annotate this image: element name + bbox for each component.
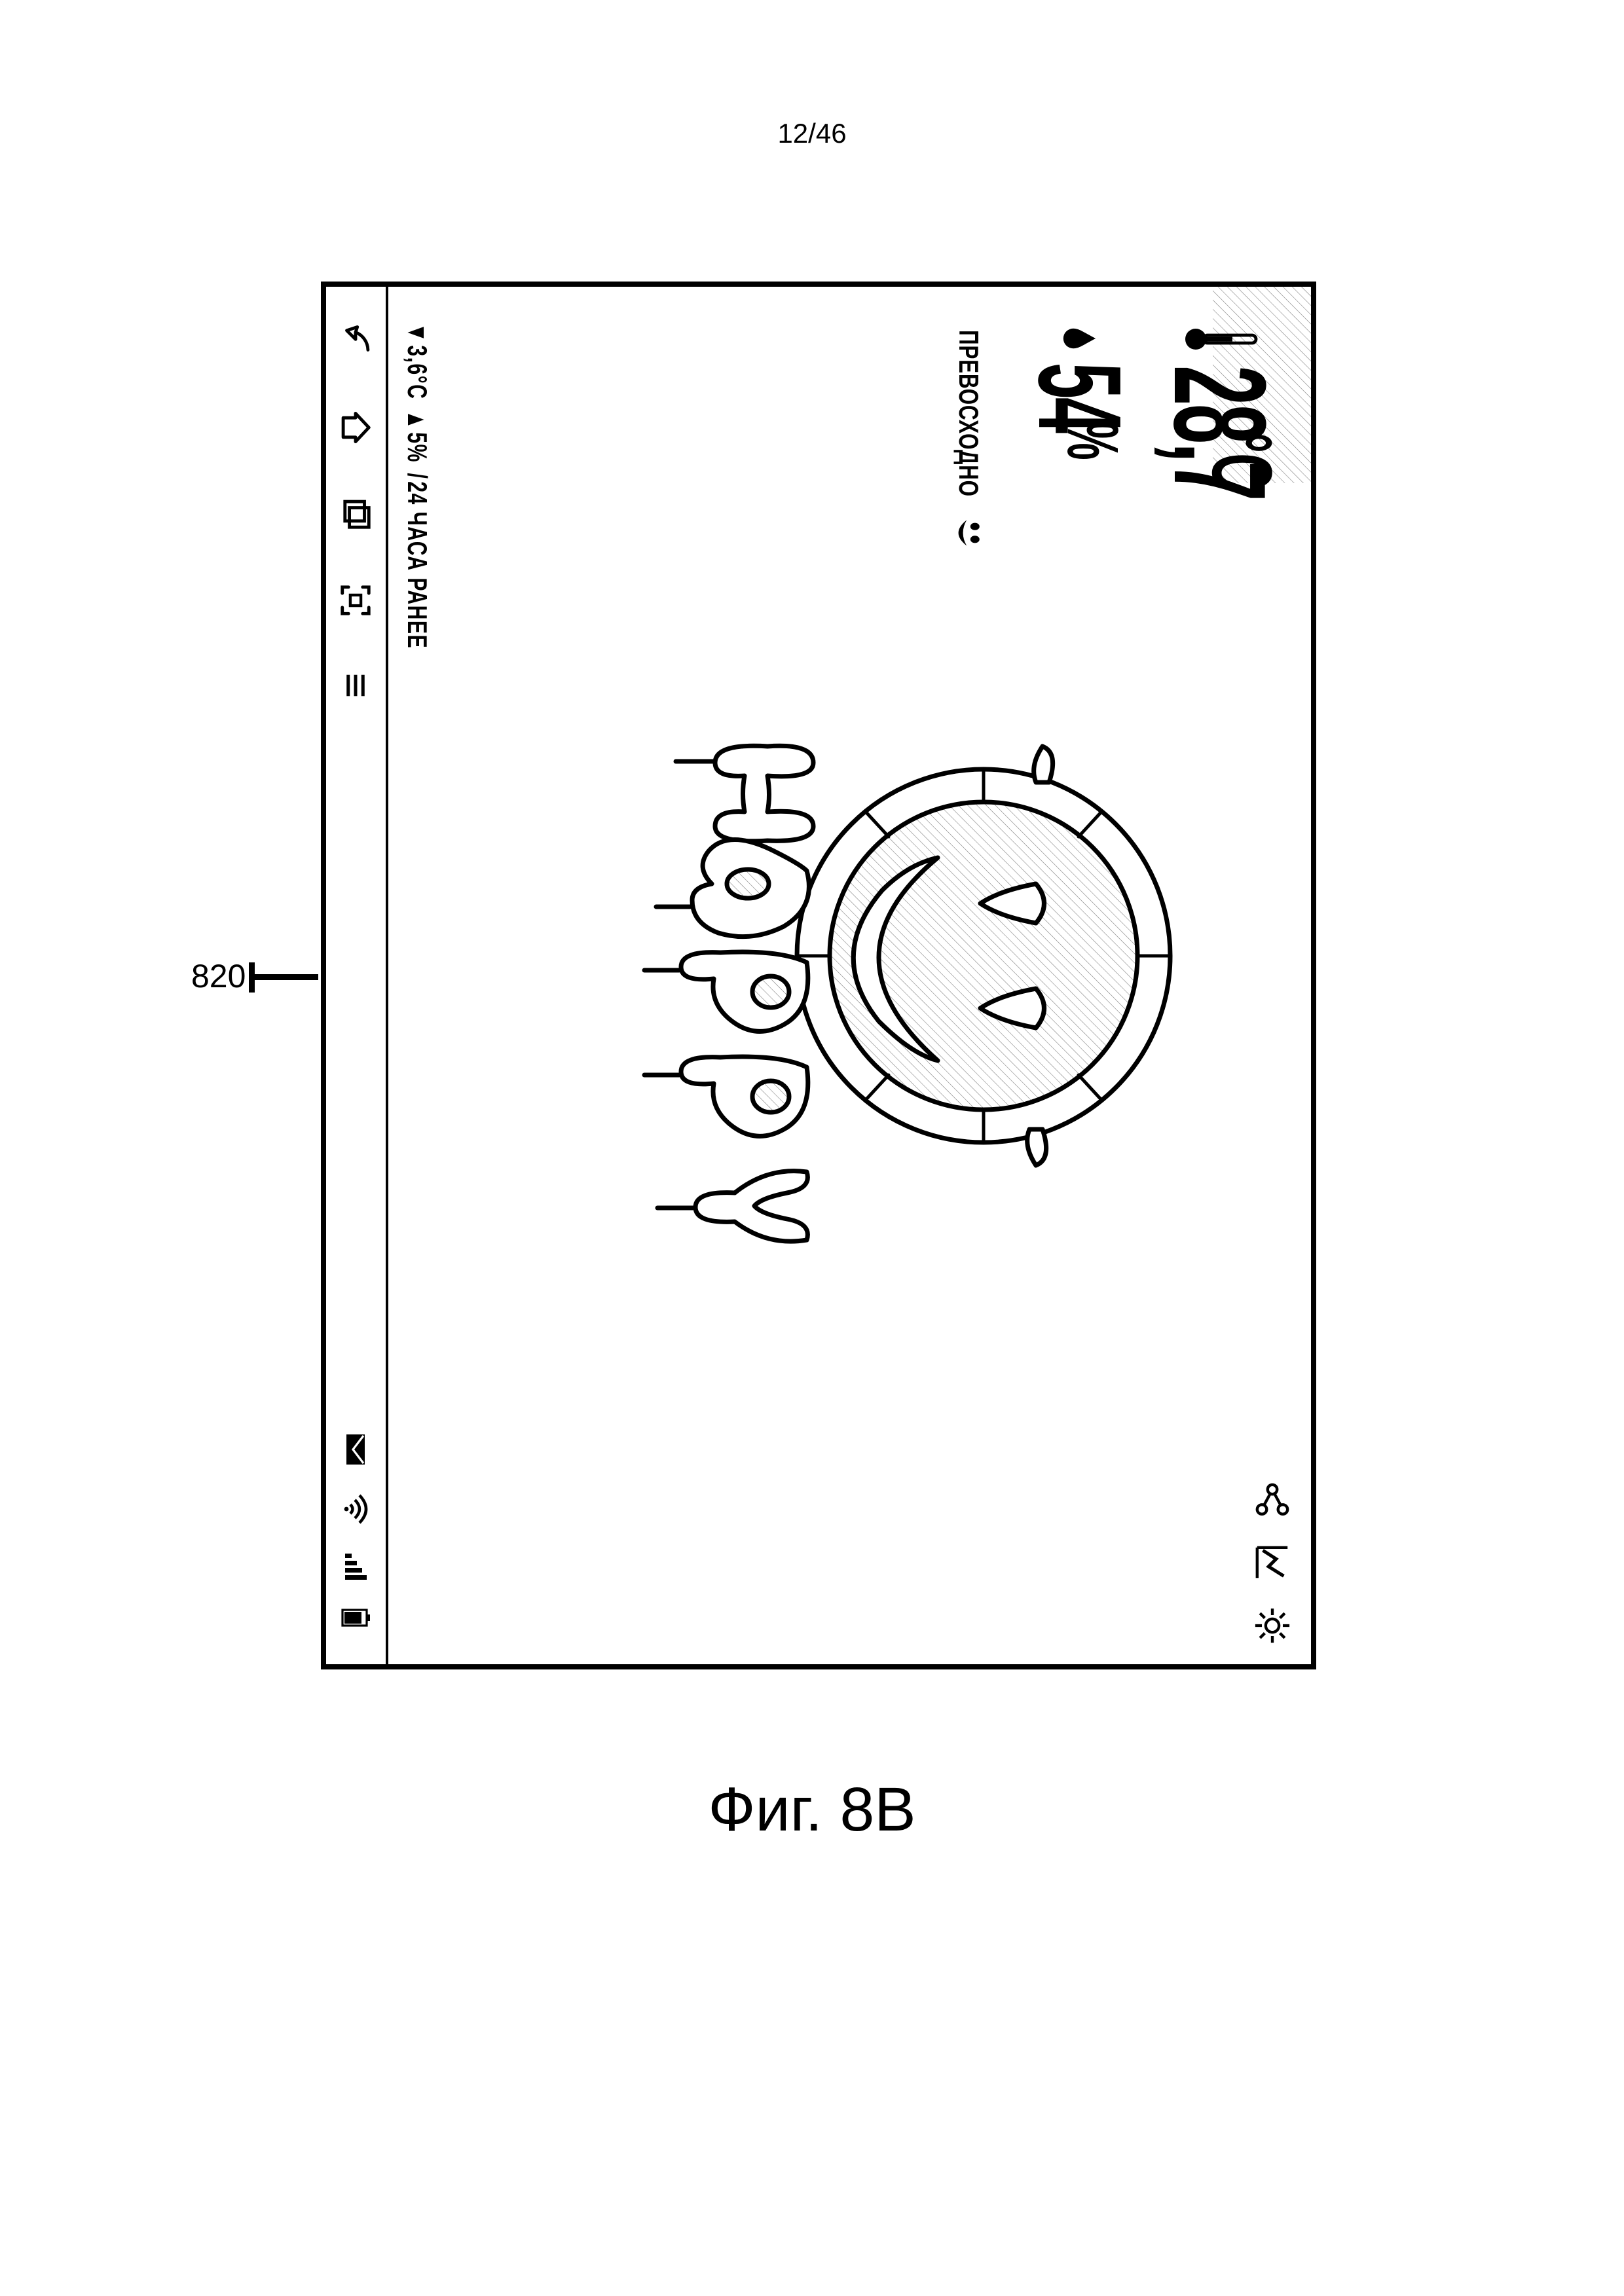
battery-icon (342, 1608, 371, 1628)
status-row: ПРЕВОСХОДНО (950, 330, 987, 551)
humidity-delta: 5% (401, 432, 433, 463)
humidity-row: 54 % (1012, 326, 1147, 551)
status-text: ПРЕВОСХОДНО (953, 330, 984, 497)
chart-icon[interactable] (1253, 1544, 1291, 1582)
screenshot-icon[interactable] (339, 583, 374, 618)
callout-ref-820: 820 (191, 957, 246, 995)
nav-right-group (342, 1432, 371, 1628)
thermometer-icon (1173, 326, 1265, 352)
temperature-unit: °C (1200, 433, 1285, 490)
temperature-delta: 3,6°C (401, 345, 433, 399)
signal-icon (343, 1552, 369, 1582)
device-screen: 28,7 °C 54 % ПРЕВОСХОДНО (321, 282, 1316, 1669)
smiley-artwork (610, 648, 1200, 1303)
delta-bar: ▼ 3,6°C ▲ 5% / 24 ЧАСА РАНЕЕ (401, 323, 433, 649)
smile-icon (950, 515, 987, 551)
figure-label: Фиг. 8B (708, 1774, 915, 1846)
delta-period: 24 ЧАСА РАНЕЕ (401, 481, 433, 649)
humidity-unit: % (1051, 422, 1134, 460)
droplet-icon (1061, 326, 1098, 351)
system-nav-bar (326, 287, 388, 1664)
mail-icon (343, 1432, 369, 1467)
figure-stage: 28,7 °C 54 % ПРЕВОСХОДНО (321, 282, 1316, 1669)
metrics-block: 28,7 °C 54 % ПРЕВОСХОДНО (950, 326, 1285, 551)
home-icon[interactable] (339, 410, 374, 445)
nav-left-group (339, 323, 374, 702)
recent-apps-icon[interactable] (339, 496, 374, 532)
gear-icon[interactable] (1253, 1607, 1291, 1645)
triangle-up-icon: ▲ (401, 410, 433, 430)
menu-icon[interactable] (340, 669, 373, 702)
triangle-down-icon: ▼ (401, 323, 433, 343)
content-area: 28,7 °C 54 % ПРЕВОСХОДНО (388, 287, 1311, 1664)
page-number: 12/46 (777, 118, 846, 149)
wifi-icon (343, 1493, 369, 1525)
share-icon[interactable] (1253, 1481, 1291, 1519)
delta-separator: / (401, 473, 433, 479)
top-right-icons (1253, 1481, 1291, 1645)
callout-leader-line (249, 974, 318, 980)
back-icon[interactable] (339, 323, 374, 359)
device-screen-rotated: 28,7 °C 54 % ПРЕВОСХОДНО (321, 282, 1316, 1669)
temperature-row: 28,7 °C (1154, 326, 1285, 551)
